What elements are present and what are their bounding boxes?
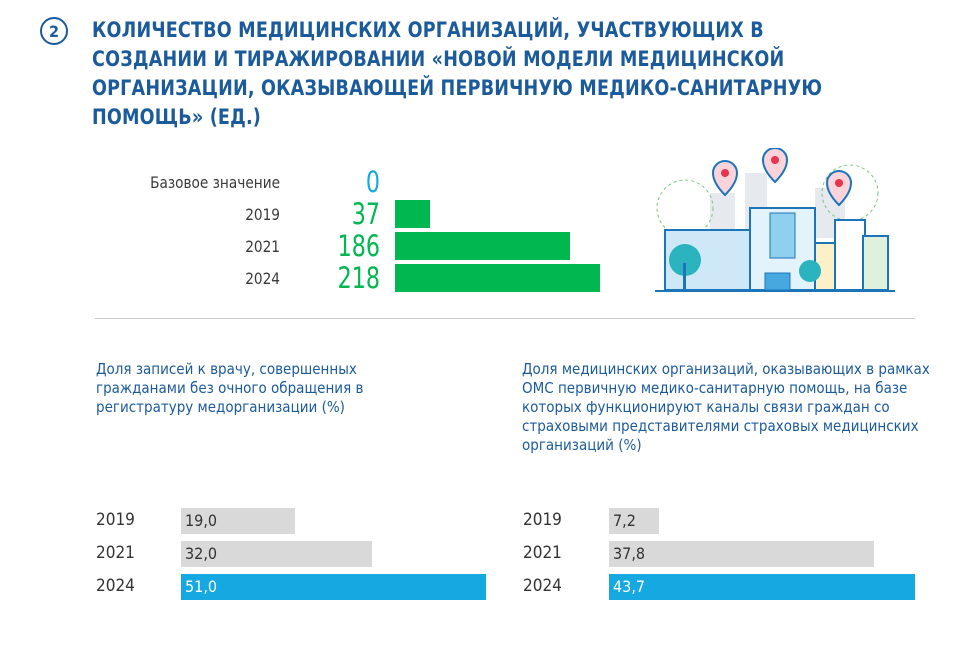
bar: 51,0 bbox=[181, 574, 486, 600]
year-label: 2019 bbox=[96, 510, 135, 530]
left-chart-title: Доля записей к врачу, совершенных гражда… bbox=[96, 360, 364, 416]
bar: 43,7 bbox=[609, 574, 915, 600]
chart-title: КОЛИЧЕСТВО МЕДИЦИНСКИХ ОРГАНИЗАЦИЙ, УЧАС… bbox=[92, 18, 823, 129]
divider bbox=[95, 318, 915, 319]
city-illustration-icon bbox=[655, 148, 895, 292]
value-label: 43,7 bbox=[613, 577, 646, 596]
category-label: 2019 bbox=[245, 205, 280, 224]
bar: 32,0 bbox=[181, 541, 373, 567]
value-label: 32,0 bbox=[185, 544, 218, 563]
value-label: 37,8 bbox=[613, 544, 646, 563]
bar: 37,8 bbox=[609, 541, 874, 567]
bar bbox=[395, 232, 570, 260]
category-label: Базовое значение bbox=[150, 173, 280, 192]
bar bbox=[395, 264, 600, 292]
section-number-badge: 2 bbox=[40, 17, 68, 45]
right-chart-title: Доля медицинских организаций, оказывающи… bbox=[522, 360, 930, 454]
value-label: 186 bbox=[337, 229, 380, 263]
category-label: 2021 bbox=[245, 237, 280, 256]
category-label: 2024 bbox=[245, 269, 280, 288]
value-label: 7,2 bbox=[613, 511, 636, 530]
value-label: 19,0 bbox=[185, 511, 218, 530]
bar bbox=[395, 200, 430, 228]
bar: 19,0 bbox=[181, 508, 295, 534]
year-label: 2019 bbox=[523, 510, 562, 530]
year-label: 2024 bbox=[96, 576, 135, 596]
value-label: 0 bbox=[365, 165, 380, 199]
value-label: 37 bbox=[351, 197, 380, 231]
value-label: 218 bbox=[337, 261, 380, 295]
year-label: 2021 bbox=[96, 543, 135, 563]
bar: 7,2 bbox=[609, 508, 660, 534]
year-label: 2021 bbox=[523, 543, 562, 563]
year-label: 2024 bbox=[523, 576, 562, 596]
value-label: 51,0 bbox=[185, 577, 218, 596]
